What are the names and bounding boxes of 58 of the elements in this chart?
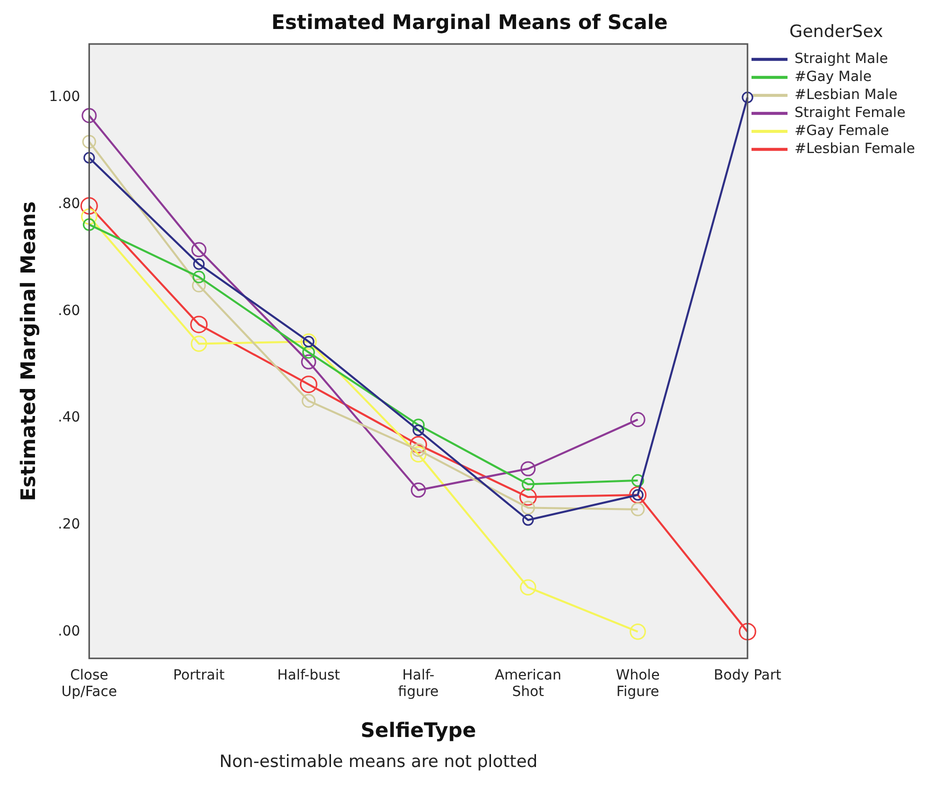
point xyxy=(190,316,208,334)
point xyxy=(80,197,98,215)
legend-label: Straight Female xyxy=(794,105,906,122)
point xyxy=(192,278,206,292)
legend-label: #Lesbian Male xyxy=(794,87,898,104)
x-tick-label: Half-figure xyxy=(398,667,439,700)
point xyxy=(190,336,208,352)
point xyxy=(410,436,428,454)
x-tick-label: Portrait xyxy=(173,667,226,684)
x-axis-title: SelfieType xyxy=(360,718,476,742)
point xyxy=(83,152,95,164)
point xyxy=(742,92,754,104)
point xyxy=(412,418,425,432)
point xyxy=(521,500,536,515)
point xyxy=(520,461,536,476)
point xyxy=(519,488,537,506)
y-tick-label: .60 xyxy=(58,302,80,319)
legend-label: #Gay Female xyxy=(794,123,890,140)
point xyxy=(302,346,315,359)
legend-label: Straight Male xyxy=(794,51,888,68)
legend-label: #Lesbian Female xyxy=(794,141,916,158)
y-tick-label: .20 xyxy=(58,516,80,532)
y-tick-label: 1.00 xyxy=(49,89,80,106)
point xyxy=(193,258,205,270)
point xyxy=(81,208,98,225)
point xyxy=(520,579,536,596)
chart-title: Estimated Marginal Means of Scale xyxy=(271,10,668,34)
x-tick-label: Close Up/Face xyxy=(61,667,117,700)
point xyxy=(301,354,316,370)
y-tick-label: .40 xyxy=(58,410,80,426)
point xyxy=(82,108,97,124)
point xyxy=(629,486,647,504)
y-axis-title: Estimated Marginal Means xyxy=(16,201,40,502)
point xyxy=(410,446,426,462)
point xyxy=(191,242,206,258)
point xyxy=(630,502,645,516)
x-tick-label: Body Part xyxy=(714,667,782,684)
y-tick-label: .80 xyxy=(58,196,80,212)
point xyxy=(522,478,534,491)
point xyxy=(738,622,756,640)
point xyxy=(302,394,316,408)
point xyxy=(300,376,318,394)
point xyxy=(522,514,534,526)
point xyxy=(82,218,96,231)
x-tick-label: American Shot xyxy=(494,667,562,700)
x-tick-label: Half-bust xyxy=(277,667,340,684)
legend-label: #Gay Male xyxy=(794,69,872,86)
point xyxy=(630,412,646,428)
point xyxy=(412,424,424,436)
point xyxy=(410,482,426,498)
legend-title: GenderSex xyxy=(789,22,884,42)
x-tick-label: Whole Figure xyxy=(616,667,660,700)
point xyxy=(631,474,644,487)
point xyxy=(630,624,646,640)
point xyxy=(82,134,96,149)
text: Non-estimable means are not plotted xyxy=(218,752,539,772)
y-tick-label: .00 xyxy=(58,623,80,640)
point xyxy=(192,270,206,284)
